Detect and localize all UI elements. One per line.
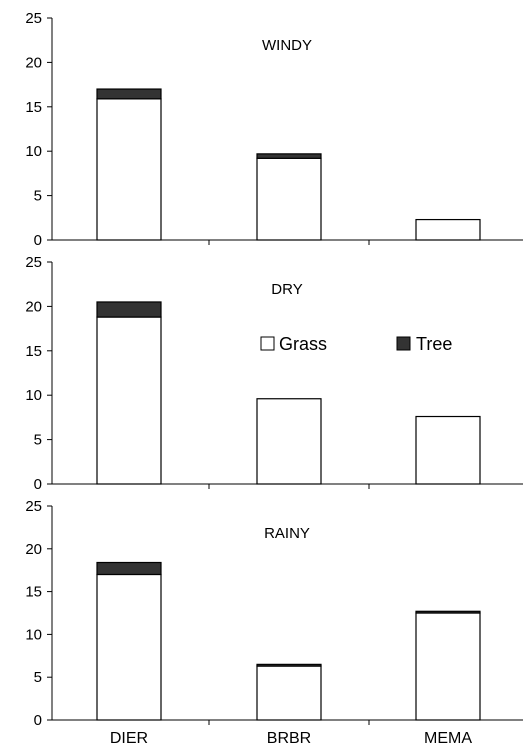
panel-dry: DRY 0 5 10 15 20 25 — [25, 254, 523, 493]
bar-grass-dier — [96, 316, 162, 485]
y-tick-label: 20 — [25, 541, 42, 558]
y-tick-label: 25 — [25, 498, 42, 515]
y-tick-label: 10 — [25, 143, 42, 160]
y-tick-label: 0 — [34, 476, 42, 493]
bar-tree-dier — [96, 301, 162, 318]
y-tick-label: 20 — [25, 298, 42, 315]
y-tick-label: 15 — [25, 99, 42, 116]
y-tick-label: 5 — [34, 188, 42, 205]
y-tick-label: 5 — [34, 669, 42, 686]
y-tick-label: 25 — [25, 10, 42, 27]
legend-label-grass: Grass — [279, 334, 327, 354]
y-tick-label: 15 — [25, 343, 42, 360]
y-tick-label: 10 — [25, 387, 42, 404]
bar-grass-brbr — [256, 665, 322, 721]
x-category-label-brbr: BRBR — [267, 730, 311, 747]
panel-title: DRY — [271, 281, 302, 298]
y-tick-label: 0 — [34, 232, 42, 249]
bar-grass-brbr — [256, 157, 322, 241]
bar-grass-mema — [415, 612, 481, 721]
y-tick-label: 10 — [25, 626, 42, 643]
bar-grass-dier — [96, 98, 162, 241]
y-tick-label: 0 — [34, 712, 42, 729]
y-tick-label: 20 — [25, 54, 42, 71]
x-category-label-dier: DIER — [110, 730, 148, 747]
legend-swatch-tree — [396, 336, 411, 351]
panel-windy: WINDY 0 5 10 15 20 25 — [25, 10, 523, 249]
y-tick-label: 25 — [25, 254, 42, 271]
bar-tree-mema — [415, 610, 481, 614]
panel-title: WINDY — [262, 37, 312, 54]
bar-tree-brbr — [256, 663, 322, 667]
legend-label-tree: Tree — [416, 334, 452, 354]
bar-tree-dier — [96, 88, 162, 100]
legend-swatch-grass — [260, 336, 275, 351]
x-category-label-mema: MEMA — [424, 730, 472, 747]
panel-title: RAINY — [264, 525, 310, 542]
bar-grass-dier — [96, 573, 162, 721]
y-tick-label: 5 — [34, 432, 42, 449]
panel-rainy: RAINY 0 5 10 15 20 25 — [25, 498, 523, 729]
bar-grass-mema — [415, 218, 481, 241]
bar-tree-brbr — [256, 153, 322, 159]
bar-grass-mema — [415, 415, 481, 485]
bar-grass-brbr — [256, 398, 322, 485]
bar-tree-dier — [96, 561, 162, 576]
y-tick-label: 15 — [25, 584, 42, 601]
legend: Grass Tree — [260, 334, 452, 354]
